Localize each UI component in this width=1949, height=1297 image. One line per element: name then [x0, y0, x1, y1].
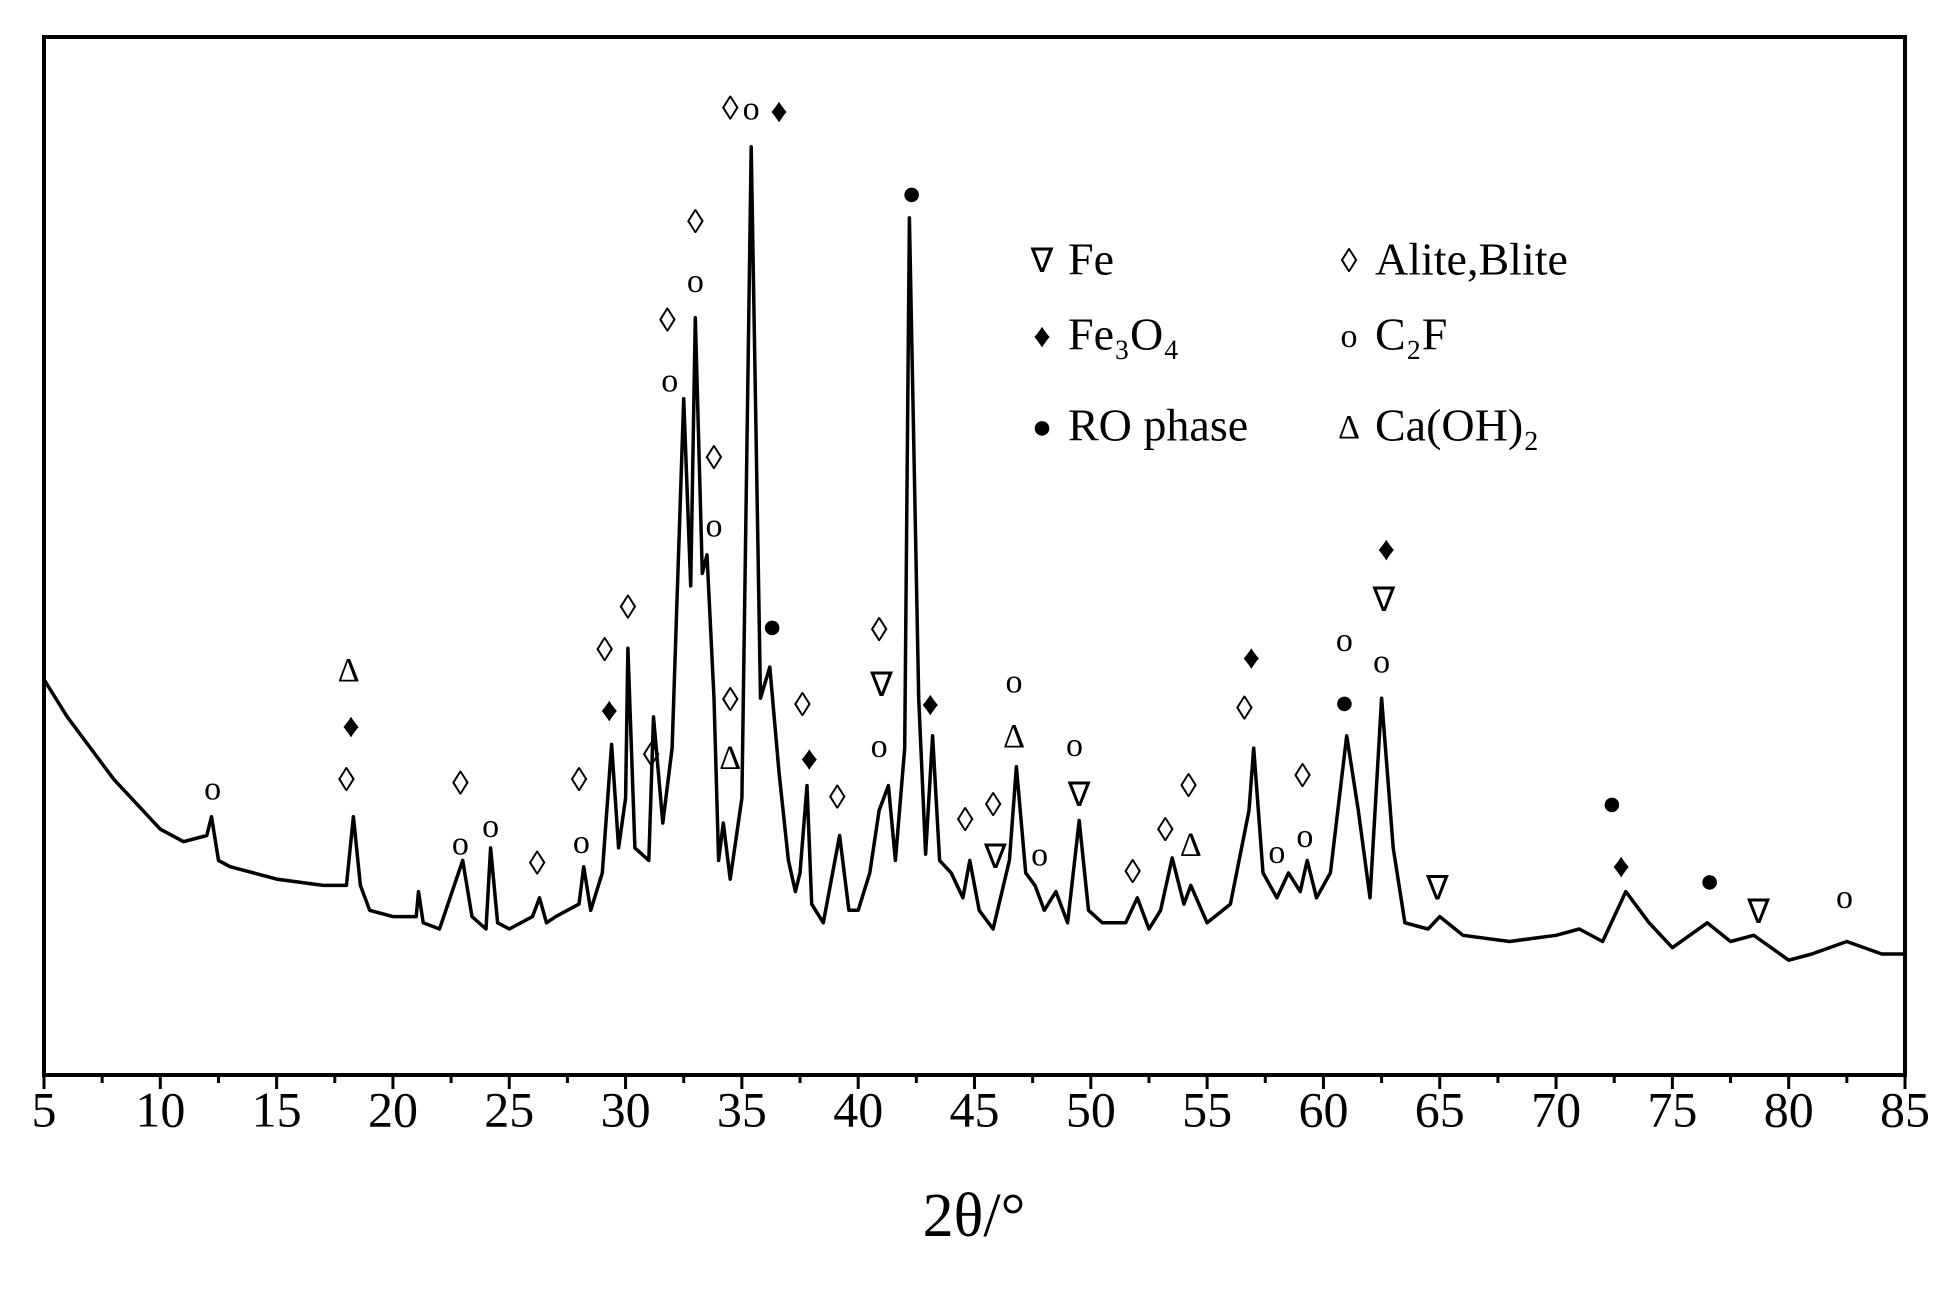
x-tick-label: 25 — [484, 1081, 534, 1137]
phase-marker: ◊ — [687, 204, 704, 241]
phase-marker: o — [705, 507, 722, 544]
x-tick-label: 60 — [1298, 1081, 1348, 1137]
phase-marker: ◊ — [1157, 812, 1174, 849]
x-tick-label: 30 — [601, 1081, 651, 1137]
legend-symbol: o — [1341, 318, 1358, 355]
phase-marker: ◊ — [659, 303, 676, 340]
x-tick-label: 55 — [1182, 1081, 1232, 1137]
phase-marker: ● — [1699, 863, 1720, 900]
phase-marker: ◊ — [1294, 758, 1311, 795]
phase-marker: ◊ — [1124, 854, 1141, 891]
phase-marker: ● — [901, 175, 922, 212]
phase-marker: ◊ — [529, 845, 546, 882]
phase-marker: o — [871, 728, 888, 765]
x-tick-label: 50 — [1066, 1081, 1116, 1137]
phase-marker: o — [1296, 818, 1313, 855]
phase-marker: ♦ — [601, 692, 618, 729]
phase-marker: o — [687, 263, 704, 300]
x-tick-label: 15 — [252, 1081, 302, 1137]
phase-marker: ◊ — [706, 440, 723, 477]
phase-marker: ◊ — [829, 779, 846, 816]
phase-marker: ● — [762, 608, 783, 645]
phase-marker: ♦ — [770, 93, 787, 130]
phase-marker: ◊ — [794, 687, 811, 724]
x-tick-label: 10 — [135, 1081, 185, 1137]
x-tick-label: 5 — [32, 1081, 57, 1137]
phase-marker: ◊ — [619, 590, 636, 627]
phase-marker: ◊ — [1236, 691, 1253, 728]
phase-marker: Δ — [1003, 718, 1025, 755]
phase-marker: o — [1006, 663, 1023, 700]
phase-marker: o — [743, 91, 760, 128]
phase-marker: ◊ — [452, 766, 469, 803]
legend-label: RO phase — [1068, 400, 1248, 451]
x-tick-label: 85 — [1880, 1081, 1930, 1137]
legend-symbol: Δ — [1338, 409, 1360, 446]
phase-marker: o — [1268, 834, 1285, 871]
phase-marker: ◊ — [871, 612, 888, 649]
phase-marker: ◊ — [1180, 768, 1197, 805]
phase-marker: ∇ — [869, 667, 893, 704]
phase-marker: ◊ — [643, 737, 660, 774]
phase-marker: ∇ — [1372, 582, 1396, 619]
phase-marker: ◊ — [722, 682, 739, 719]
legend-label: Fe — [1068, 234, 1114, 285]
legend-symbol: ● — [1032, 409, 1053, 446]
phase-marker: ◊ — [957, 802, 974, 839]
phase-marker: o — [452, 825, 469, 862]
phase-marker: o — [482, 808, 499, 845]
legend-label: Alite,Blite — [1375, 234, 1568, 285]
phase-marker: Δ — [719, 739, 741, 776]
phase-marker: ● — [1334, 685, 1355, 722]
xrd-pattern — [42, 145, 1905, 962]
phase-marker: ♦ — [922, 686, 939, 723]
phase-marker: o — [1836, 879, 1853, 916]
phase-marker: o — [204, 771, 221, 808]
x-tick-label: 80 — [1764, 1081, 1814, 1137]
phase-marker: ◊ — [985, 787, 1002, 824]
legend-symbol: ♦ — [1033, 318, 1050, 355]
x-tick-label: 20 — [368, 1081, 418, 1137]
phase-marker: o — [661, 363, 678, 400]
phase-marker: ◊ — [722, 91, 739, 128]
phase-marker: o — [1336, 622, 1353, 659]
phase-marker: ♦ — [801, 741, 818, 778]
plot-frame — [42, 35, 1907, 1077]
x-tick-label: 70 — [1531, 1081, 1581, 1137]
x-tick-label: 35 — [717, 1081, 767, 1137]
phase-marker: o — [1373, 643, 1390, 680]
phase-marker: Δ — [338, 652, 360, 689]
phase-marker: o — [1066, 727, 1083, 764]
phase-marker: ♦ — [1378, 531, 1395, 568]
phase-marker: ∇ — [1425, 870, 1449, 907]
x-tick-label: 45 — [950, 1081, 1000, 1137]
x-tick-label: 75 — [1647, 1081, 1697, 1137]
phase-marker: ♦ — [1243, 640, 1260, 677]
phase-marker: ◊ — [338, 762, 355, 799]
phase-marker: ∇ — [983, 839, 1007, 876]
legend-label: Fe₃O₄ — [1068, 309, 1179, 360]
x-tick-label: 40 — [833, 1081, 883, 1137]
phase-marker: o — [1031, 837, 1048, 874]
phase-marker: ● — [1602, 786, 1623, 823]
phase-marker: ◊ — [596, 632, 613, 669]
legend-label: Ca(OH)₂ — [1375, 400, 1539, 451]
phase-marker: ◊ — [571, 762, 588, 799]
phase-marker: ♦ — [1613, 848, 1630, 885]
phase-marker: ♦ — [342, 708, 359, 745]
phase-marker: Δ — [1180, 827, 1202, 864]
legend-symbol: ◊ — [1341, 243, 1358, 280]
phase-marker: ∇ — [1746, 894, 1770, 931]
phase-marker: ∇ — [1067, 777, 1091, 814]
legend-symbol: ∇ — [1030, 243, 1054, 280]
phase-marker: o — [573, 824, 590, 861]
legend-label: C₂F — [1375, 309, 1447, 360]
x-tick-label: 65 — [1415, 1081, 1465, 1137]
x-axis-label: 2θ/° — [923, 1182, 1026, 1250]
